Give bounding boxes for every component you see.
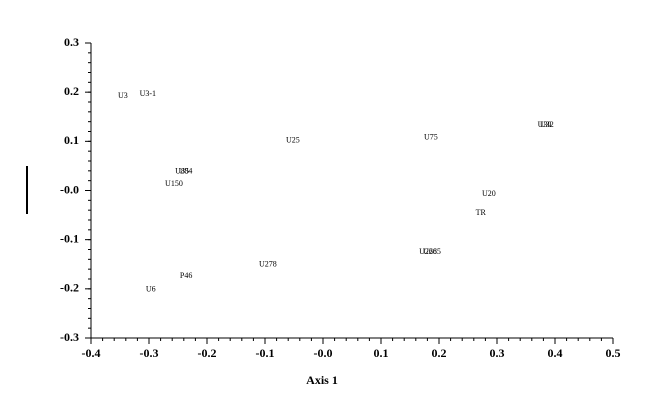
x-axis-title: Axis 1 xyxy=(306,373,338,387)
y-tick-label: 0.3 xyxy=(64,35,79,49)
point-label: P46 xyxy=(180,271,192,280)
point-label: U75 xyxy=(424,133,438,142)
point-label: U6 xyxy=(146,285,156,294)
point-label: U3-1 xyxy=(140,89,156,98)
x-tick-label: -0.3 xyxy=(140,346,159,360)
point-label: U285 xyxy=(423,247,441,256)
x-tick-label: -0.2 xyxy=(198,346,217,360)
x-tick-label: -0.1 xyxy=(256,346,275,360)
x-tick-label: 0.3 xyxy=(490,346,505,360)
x-tick-label: -0.4 xyxy=(82,346,101,360)
x-tick-label: 0.2 xyxy=(432,346,447,360)
point-label: U30 xyxy=(538,120,552,129)
point-label: U278 xyxy=(259,260,277,269)
point-label: U85 xyxy=(175,167,189,176)
point-label: U84 xyxy=(179,167,193,176)
point-label: U25 xyxy=(286,136,300,145)
y-tick-label: 0.2 xyxy=(64,84,79,98)
point-label: U266 xyxy=(419,247,437,256)
point-label: U3 xyxy=(118,91,128,100)
y-tick-label: 0.1 xyxy=(64,133,79,147)
x-tick-label: 0.5 xyxy=(606,346,621,360)
x-tick-label: 0.4 xyxy=(548,346,563,360)
y-tick-label: -0.0 xyxy=(60,182,79,196)
point-label: U150 xyxy=(165,179,183,188)
y-tick-label: -0.3 xyxy=(60,330,79,344)
y-tick-label: -0.2 xyxy=(60,281,79,295)
x-tick-label: 0.1 xyxy=(374,346,389,360)
x-tick-label: -0.0 xyxy=(314,346,333,360)
point-label: TR xyxy=(476,208,487,217)
point-label: U20 xyxy=(482,189,496,198)
point-label: U32 xyxy=(540,120,554,129)
y-tick-label: -0.1 xyxy=(60,231,79,245)
